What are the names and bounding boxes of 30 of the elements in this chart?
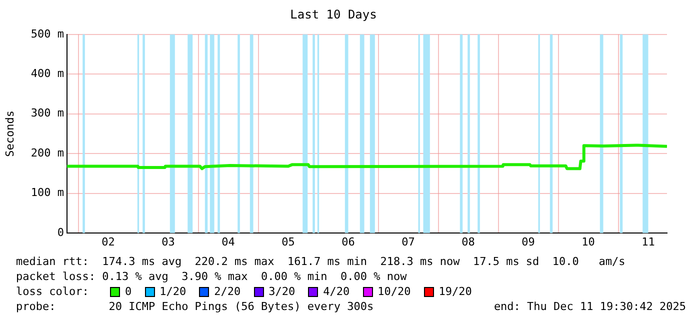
legend-label: 0: [125, 284, 132, 299]
x-tick-label: 06: [342, 235, 355, 248]
chart-title: Last 10 Days: [290, 7, 377, 22]
legend-label: 2/20: [214, 284, 241, 299]
x-tick-label: 02: [102, 235, 115, 248]
y-tick-label: 400 m: [30, 66, 64, 80]
legend-title: loss color:: [16, 284, 90, 299]
x-tick-label: 09: [522, 235, 535, 248]
text: median rtt: 174.3 ms avg 220.2 ms max 161.7 ms min 218.3 ms now 17.5 ms sd 10.0 am/s: [16, 254, 626, 269]
y-tick-label: 300 m: [30, 106, 64, 120]
legend-label: 19/20: [438, 284, 472, 299]
x-tick-label: 05: [282, 235, 295, 248]
x-tick-label: 08: [462, 235, 475, 248]
x-tick-label: 03: [162, 235, 175, 248]
y-tick-label: 0: [57, 226, 64, 239]
legend-label: 10/20: [378, 284, 411, 299]
legend-label: 3/20: [268, 284, 296, 299]
text: end: Thu Dec 11 19:30:42 2025: [494, 299, 686, 314]
legend-label: 4/20: [323, 284, 350, 299]
text: packet loss: 0.13 % avg 3.90 % max 0.00 % min 0.00 % now: [16, 269, 408, 284]
text: probe: 20 ICMP Echo Pings (56 Bytes) every 300s: [16, 299, 374, 314]
y-tick-label: 200 m: [30, 146, 64, 160]
x-tick-label: 07: [402, 235, 415, 248]
x-tick-label: 10: [582, 235, 595, 248]
x-tick-label: 11: [642, 235, 655, 248]
y-tick-label: 500 m: [30, 27, 64, 40]
legend-label: 1/20: [160, 284, 186, 299]
y-tick-label: 100 m: [30, 186, 64, 200]
y-axis-title: Seconds: [3, 110, 16, 157]
x-tick-label: 04: [222, 235, 236, 248]
